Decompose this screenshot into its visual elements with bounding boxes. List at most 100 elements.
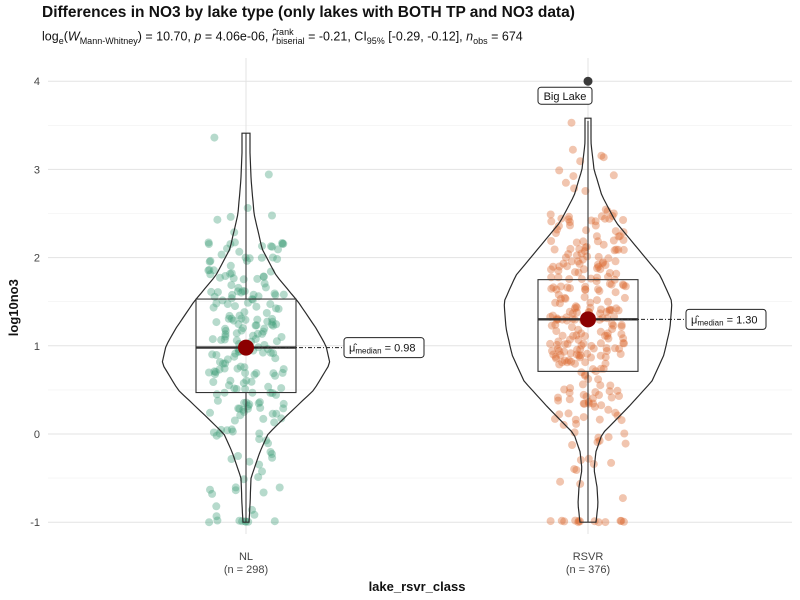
data-point (586, 303, 595, 312)
data-point (580, 399, 589, 408)
data-point (554, 393, 562, 402)
data-point (616, 350, 625, 358)
data-point (589, 460, 598, 469)
data-point (619, 245, 628, 254)
data-point (583, 349, 592, 358)
data-point (551, 229, 560, 238)
data-point (555, 262, 564, 271)
data-point (581, 285, 590, 294)
data-point (579, 237, 588, 246)
y-tick-label: 3 (34, 164, 40, 176)
data-point (212, 431, 221, 440)
data-point (594, 375, 603, 384)
data-point (546, 210, 555, 219)
data-point (254, 292, 263, 301)
data-point (601, 214, 609, 223)
data-point (232, 329, 241, 338)
data-point (570, 304, 579, 313)
data-point (205, 518, 214, 527)
data-point (209, 378, 218, 386)
data-point (596, 351, 605, 360)
data-point (566, 349, 575, 358)
data-point (204, 240, 213, 249)
data-point (208, 335, 217, 344)
data-point (221, 332, 230, 341)
data-point (602, 307, 611, 316)
points-RSVR (546, 118, 630, 527)
data-point (587, 216, 596, 225)
data-point (206, 485, 214, 494)
data-point (570, 428, 579, 437)
data-point (566, 284, 574, 293)
data-point (268, 409, 277, 418)
data-point (614, 306, 623, 315)
data-point (554, 222, 563, 230)
data-point (224, 314, 233, 323)
data-point (564, 356, 573, 365)
data-point (575, 245, 584, 254)
y-tick-label: 4 (34, 76, 40, 88)
data-point (232, 385, 241, 393)
data-point (593, 237, 602, 246)
data-point (566, 335, 574, 344)
data-point (241, 385, 250, 393)
data-point (589, 344, 598, 353)
data-point (613, 411, 622, 420)
data-point (205, 257, 214, 266)
data-point (252, 369, 261, 378)
data-point (238, 517, 247, 526)
data-point (581, 332, 590, 341)
data-point (552, 354, 561, 363)
data-point (610, 246, 619, 255)
data-point (579, 413, 588, 422)
data-point (607, 306, 616, 314)
data-point (566, 244, 575, 253)
data-point (565, 212, 573, 221)
data-point (212, 318, 221, 327)
data-point (274, 245, 282, 254)
data-point (259, 348, 267, 357)
data-point (551, 352, 560, 361)
data-point (616, 516, 625, 525)
data-point (277, 384, 286, 393)
data-point (620, 429, 629, 438)
data-point (213, 396, 222, 405)
data-point (558, 331, 567, 340)
data-point (593, 264, 601, 273)
data-point (588, 394, 597, 403)
data-point (584, 399, 593, 408)
data-point (272, 337, 281, 346)
data-point (604, 405, 613, 414)
data-point (604, 272, 612, 281)
data-point (555, 360, 564, 369)
data-point (620, 293, 629, 302)
data-point (565, 218, 574, 226)
data-point (609, 236, 618, 245)
data-point (599, 240, 608, 249)
data-point (590, 402, 599, 411)
chart-subtitle: loge(WMann-Whitney) = 10.70, p = 4.06e-0… (42, 27, 523, 46)
data-point (567, 118, 576, 127)
data-point (250, 370, 259, 379)
data-point (260, 324, 269, 333)
data-point (266, 348, 275, 357)
data-point (575, 353, 584, 362)
data-point (225, 311, 234, 320)
data-point (261, 283, 270, 292)
data-point (269, 349, 278, 358)
data-point (549, 283, 558, 292)
median-point (238, 339, 254, 356)
data-point (572, 466, 581, 474)
data-point (593, 260, 602, 269)
data-point (267, 450, 276, 458)
data-point (229, 274, 238, 283)
data-point (572, 251, 581, 260)
data-point (565, 307, 574, 316)
data-point (551, 298, 560, 307)
data-point (601, 331, 609, 340)
data-point (231, 302, 239, 311)
data-point (231, 483, 240, 492)
data-point (572, 419, 581, 428)
data-point (582, 392, 591, 401)
